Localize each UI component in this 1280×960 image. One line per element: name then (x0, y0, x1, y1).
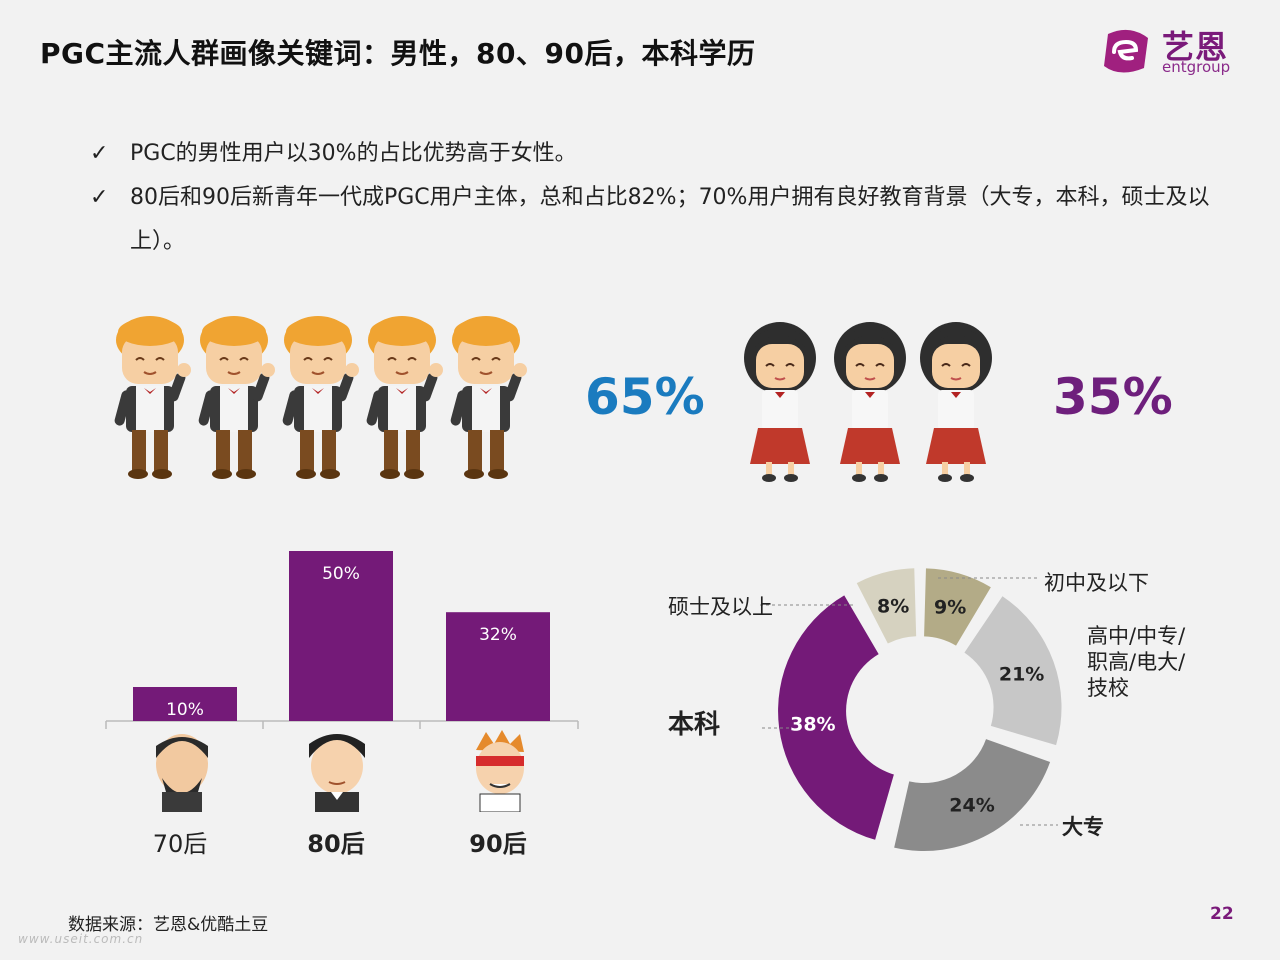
generation-label-80s: 80后 (307, 830, 365, 858)
entgroup-logo: 艺恩 entgroup (1100, 22, 1250, 82)
donut-slice (924, 568, 991, 646)
logo-cn-text: 艺恩 (1162, 28, 1229, 66)
bar (446, 612, 550, 721)
page-title: PGC主流人群画像关键词：男性，80、90后，本科学历 (40, 37, 756, 70)
bar-value-label: 10% (166, 700, 204, 720)
generation-label-70s: 70后 (152, 830, 208, 858)
donut-label-high-line: 技校 (1087, 676, 1129, 700)
donut-slice (856, 568, 917, 644)
bullet-list: ✓ PGC的男性用户以30%的占比优势高于女性。 ✓ 80后和90后新青年一代成… (90, 132, 1220, 264)
page-number: 22 (1210, 904, 1234, 924)
watermark: www.useit.com.cn (18, 932, 144, 946)
donut-slice (778, 595, 894, 840)
avatar-90s-icon (476, 730, 524, 812)
bar-value-label: 50% (322, 564, 360, 584)
donut-label-college: 大专 (1062, 815, 1104, 839)
male-percentage: 65% (585, 368, 705, 426)
donut-label-high: 高中/中专/ 职高/电大/ 技校 (1087, 623, 1185, 701)
donut-value-label: 24% (949, 795, 994, 817)
donut-label-junior: 初中及以下 (1044, 571, 1149, 595)
donut-slice (964, 596, 1062, 746)
bar-value-label: 32% (479, 625, 517, 645)
generation-label-90s: 90后 (469, 830, 527, 858)
generation-avatars (156, 730, 524, 812)
donut-value-label: 8% (877, 595, 909, 617)
donut-label-high-line: 职高/电大/ (1087, 650, 1186, 674)
bullet-text: PGC的男性用户以30%的占比优势高于女性。 (130, 141, 577, 166)
bullet-item: ✓ 80后和90后新青年一代成PGC用户主体，总和占比82%；70%用户拥有良好… (90, 176, 1220, 264)
data-source: 数据来源：艺恩&优酷土豆 (68, 915, 269, 935)
donut-label-high-line: 高中/中专/ (1087, 624, 1186, 648)
entgroup-logo-icon (1104, 29, 1148, 73)
donut-label-master: 硕士及以上 (668, 595, 773, 619)
bar (133, 687, 237, 721)
avatar-70s-icon (156, 734, 208, 812)
bullet-text: 80后和90后新青年一代成PGC用户主体，总和占比82%；70%用户拥有良好教育… (130, 185, 1210, 254)
donut-value-label: 38% (790, 714, 835, 736)
check-icon: ✓ (90, 185, 109, 210)
bullet-item: ✓ PGC的男性用户以30%的占比优势高于女性。 (90, 132, 1220, 176)
donut-slice (894, 739, 1051, 852)
check-icon: ✓ (90, 141, 109, 166)
avatar-80s-icon (309, 734, 365, 812)
donut-value-label: 21% (999, 663, 1044, 685)
donut-label-bachelor: 本科 (668, 710, 721, 740)
bar (289, 551, 393, 721)
female-percentage: 35% (1053, 368, 1173, 426)
donut-value-label: 9% (934, 596, 966, 618)
logo-en-text: entgroup (1162, 58, 1231, 76)
